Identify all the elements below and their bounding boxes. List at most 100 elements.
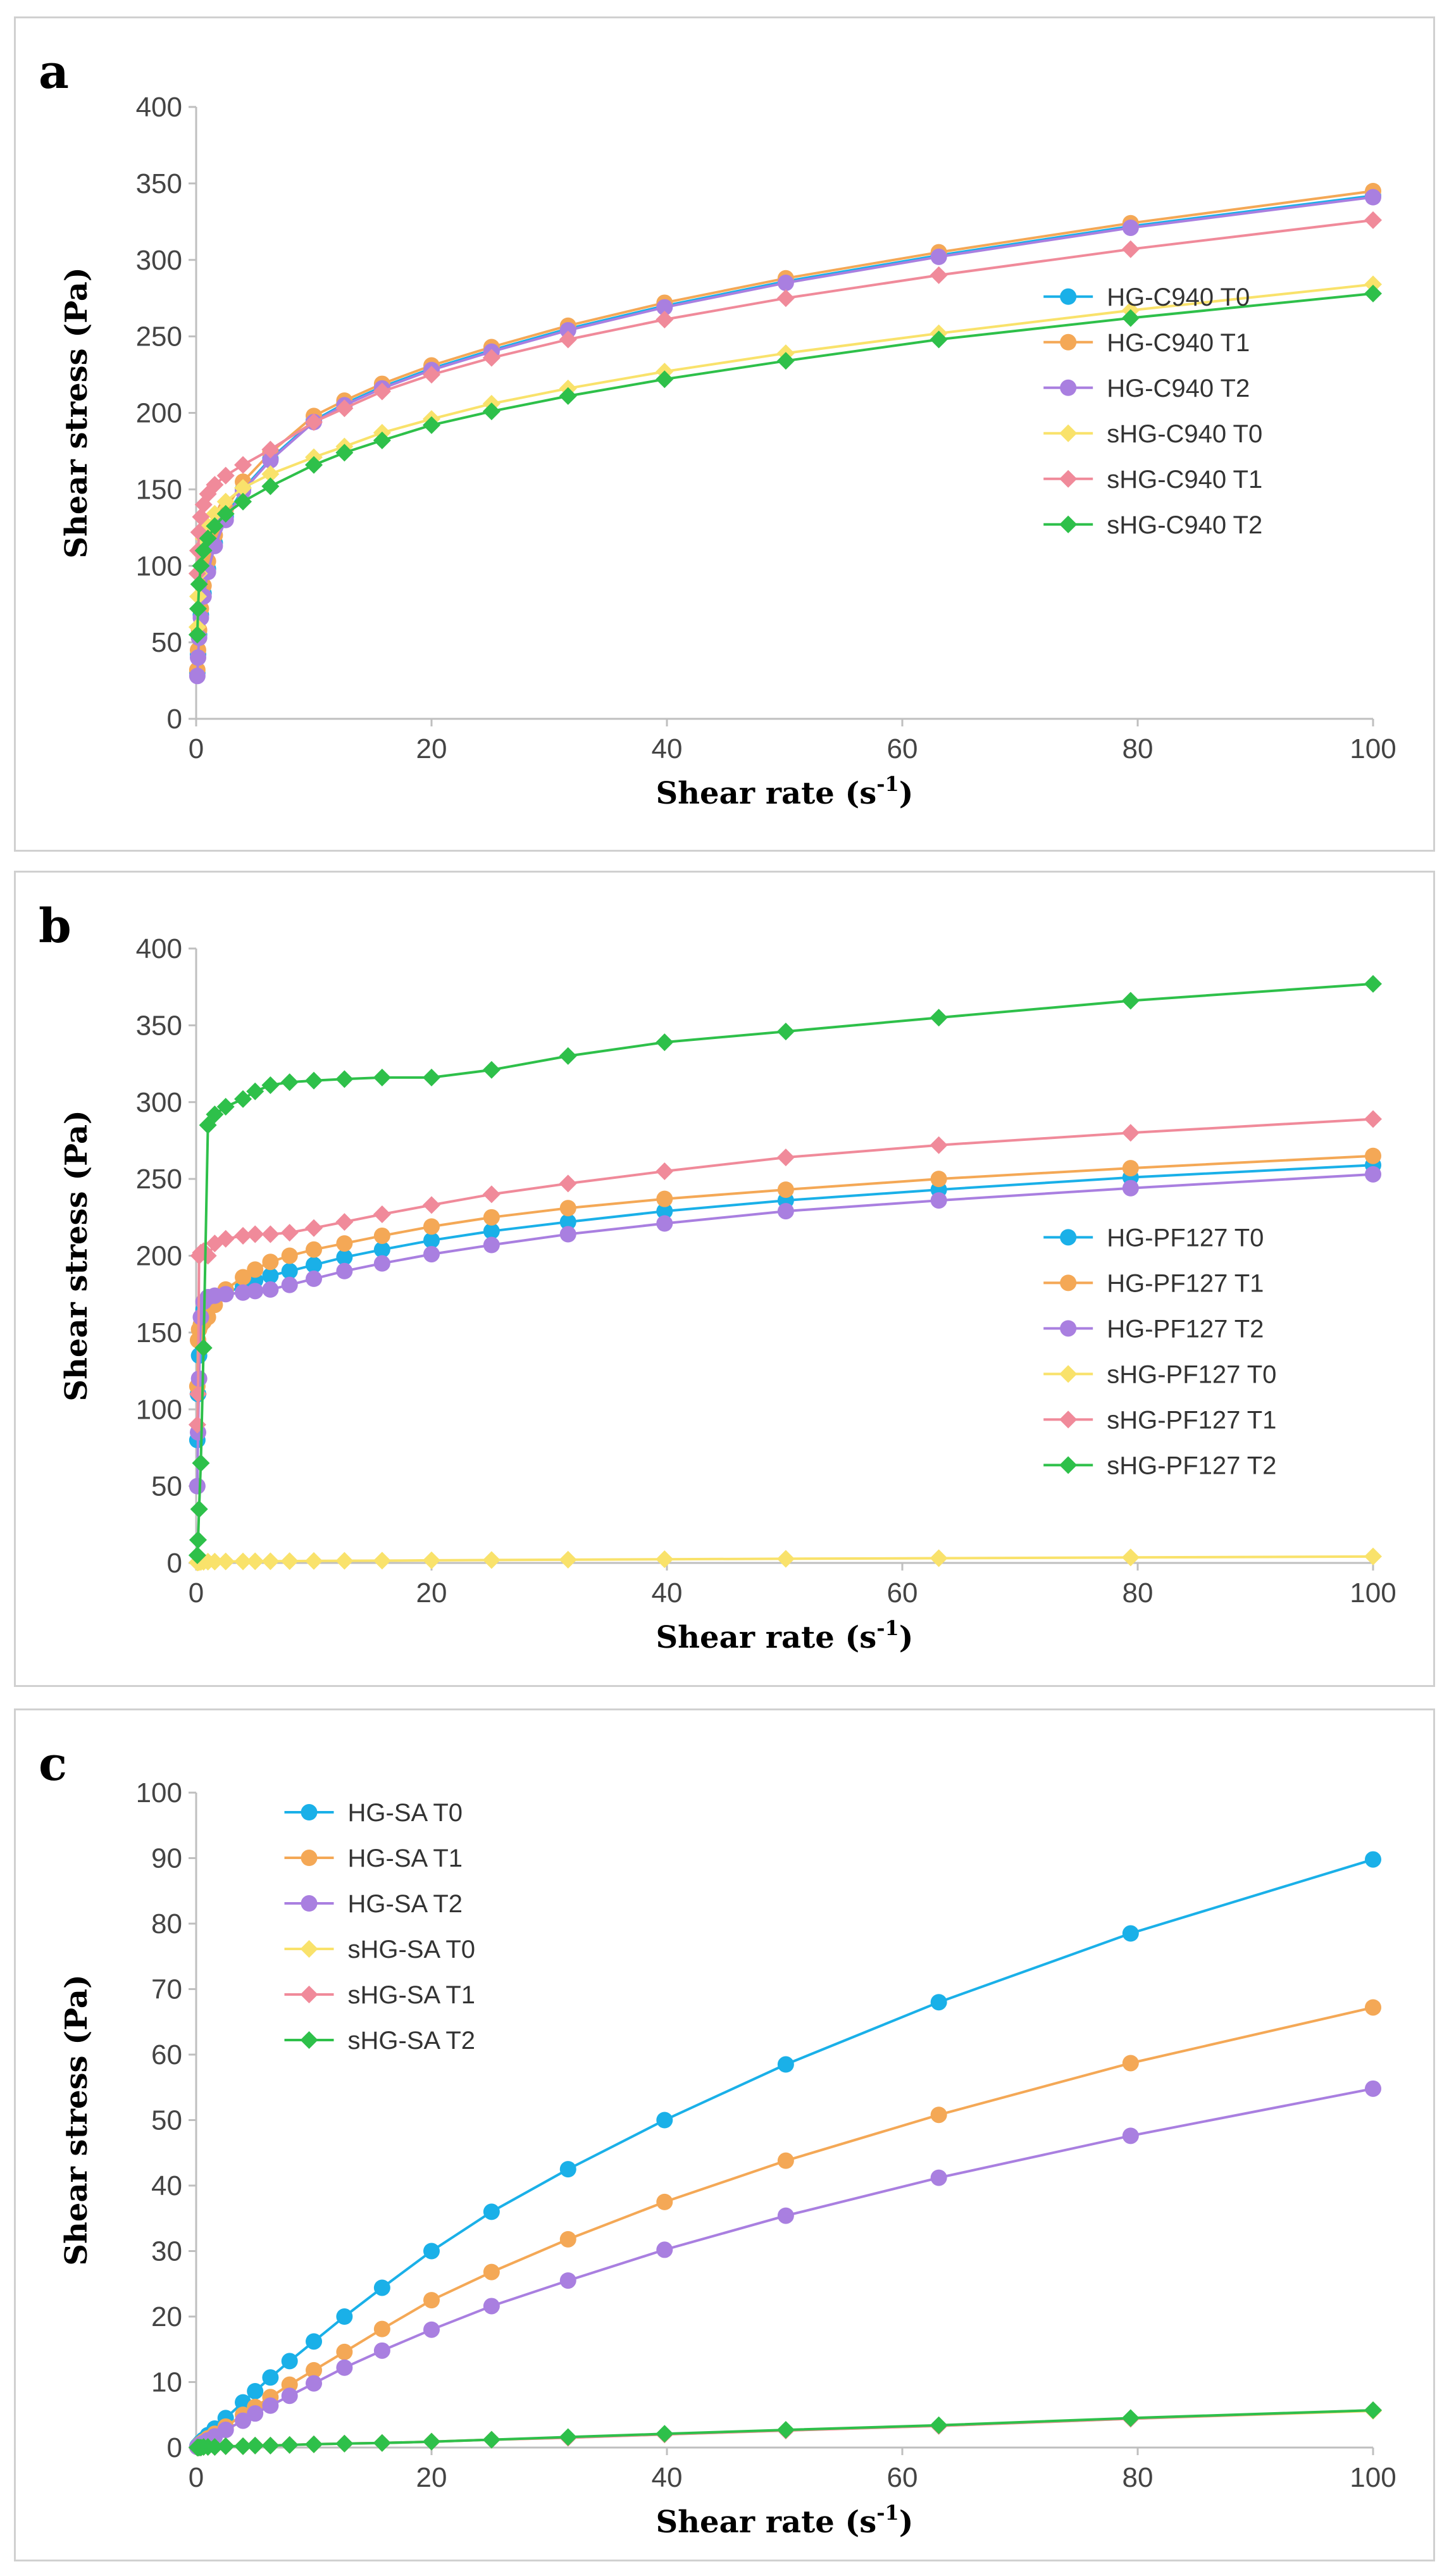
data-point — [777, 1203, 794, 1220]
data-point — [423, 416, 440, 434]
data-point — [483, 2298, 500, 2315]
y-tick-label: 150 — [136, 474, 182, 505]
data-point — [190, 1500, 208, 1519]
y-tick-label: 70 — [151, 1974, 182, 2005]
x-tick-label: 40 — [652, 1577, 683, 1608]
legend-marker — [1059, 515, 1078, 533]
legend-label: HG-SA T2 — [348, 1890, 463, 1918]
chart-a-svg: a 0 50 100 150 200 250 300 350 400 0 20 40 60 80 100 Sh… — [39, 45, 1396, 811]
data-point — [1364, 974, 1382, 993]
data-point — [559, 1550, 577, 1569]
data-point — [373, 1227, 390, 1244]
legend-marker — [1060, 288, 1077, 305]
data-point — [1364, 275, 1382, 294]
data-point — [247, 1261, 264, 1278]
series-b-5 — [188, 974, 1382, 1564]
data-point — [930, 248, 947, 265]
legend-marker — [300, 2031, 318, 2050]
data-point — [559, 1200, 576, 1217]
x-tick-label: 100 — [1350, 733, 1396, 764]
data-point — [189, 1531, 207, 1549]
legend-label: HG-PF127 T2 — [1107, 1315, 1264, 1343]
data-point — [246, 1552, 264, 1571]
data-point — [482, 2430, 501, 2449]
data-point — [188, 1546, 206, 1564]
data-point — [423, 1218, 440, 1235]
data-point — [1122, 1160, 1139, 1177]
chart-c-svg: c 0 10 20 30 40 50 60 70 80 90 100 0 20 40 60 80 100 Shea… — [39, 1737, 1396, 2540]
data-point — [559, 2231, 576, 2248]
data-point — [930, 1171, 947, 1188]
data-point — [246, 1225, 264, 1243]
series-a-5 — [188, 284, 1382, 644]
data-point — [423, 2243, 440, 2260]
data-point — [423, 1232, 440, 1249]
legend-label: HG-SA T0 — [348, 1799, 463, 1827]
legend-a: HG-C940 T0 HG-C940 T1 HG-C940 T2 sHG-C940 T… — [1043, 283, 1262, 539]
chart-panel-a: a 0 50 100 150 200 250 300 350 400 0 20 40 60 80 100 Sh… — [14, 16, 1435, 852]
data-point — [246, 2436, 264, 2455]
data-point — [656, 2425, 674, 2443]
data-point — [930, 330, 948, 349]
data-point — [247, 2382, 264, 2399]
data-point — [216, 1552, 235, 1571]
y-tick-label: 100 — [136, 1777, 182, 1808]
data-point — [217, 1286, 234, 1303]
data-point — [482, 402, 501, 421]
data-point — [373, 2342, 390, 2359]
chart-panel-b: b 0 50 100 150 200 250 300 350 400 0 20 40 60 80 100 Sh… — [14, 871, 1435, 1687]
data-point — [217, 2422, 234, 2439]
data-point — [261, 440, 280, 459]
data-point — [423, 1551, 440, 1569]
data-point — [216, 2437, 235, 2455]
data-point — [559, 2272, 576, 2289]
y-tick-label: 200 — [136, 1241, 182, 1272]
data-point — [656, 1033, 674, 1052]
data-point — [1364, 211, 1382, 229]
data-point — [656, 2241, 673, 2258]
data-point — [247, 1283, 264, 1300]
data-point — [192, 557, 210, 575]
x-axis-title-text: Shear rate (s — [656, 1620, 876, 1655]
data-point — [1365, 189, 1381, 206]
legend-label: sHG-PF127 T0 — [1107, 1360, 1276, 1388]
data-point — [305, 2435, 323, 2453]
data-point — [423, 2432, 440, 2451]
data-point — [423, 2292, 440, 2309]
data-point — [206, 505, 224, 523]
y-tick-label: 150 — [136, 1317, 182, 1348]
y-tick-label: 0 — [167, 704, 182, 735]
data-point — [373, 382, 391, 401]
data-point — [776, 1023, 795, 1041]
x-axis-title-superscript: -1 — [876, 772, 899, 796]
data-point — [306, 1241, 322, 1258]
x-tick-label: 0 — [189, 1577, 204, 1608]
data-point — [373, 2279, 390, 2296]
data-point — [1121, 1548, 1140, 1567]
data-point — [262, 452, 279, 469]
data-point — [261, 1552, 280, 1571]
data-point — [1122, 2055, 1139, 2072]
x-tick-label: 80 — [1123, 1577, 1154, 1608]
x-axis-title-close: ) — [899, 1620, 914, 1655]
series-line — [196, 2006, 1374, 2448]
data-point — [335, 444, 354, 462]
data-point — [280, 1073, 299, 1092]
data-point — [306, 1257, 322, 1274]
legend-label: HG-PF127 T1 — [1107, 1269, 1264, 1297]
data-point — [234, 492, 252, 511]
data-point — [199, 1247, 217, 1265]
data-point — [306, 2333, 322, 2350]
data-point — [559, 1226, 576, 1243]
data-point — [335, 399, 354, 418]
legend-label: sHG-C940 T0 — [1107, 420, 1262, 448]
chart-b-svg: b 0 50 100 150 200 250 300 350 400 0 20 40 60 80 100 Sh… — [39, 899, 1396, 1655]
data-point — [190, 575, 208, 594]
legend-marker — [300, 1986, 318, 2004]
y-tick-label: 350 — [136, 1010, 182, 1041]
data-point — [373, 2434, 391, 2452]
data-point — [234, 478, 252, 497]
x-axis-title-superscript: -1 — [876, 2501, 899, 2525]
data-point — [656, 1190, 673, 1207]
data-point — [192, 1309, 209, 1326]
